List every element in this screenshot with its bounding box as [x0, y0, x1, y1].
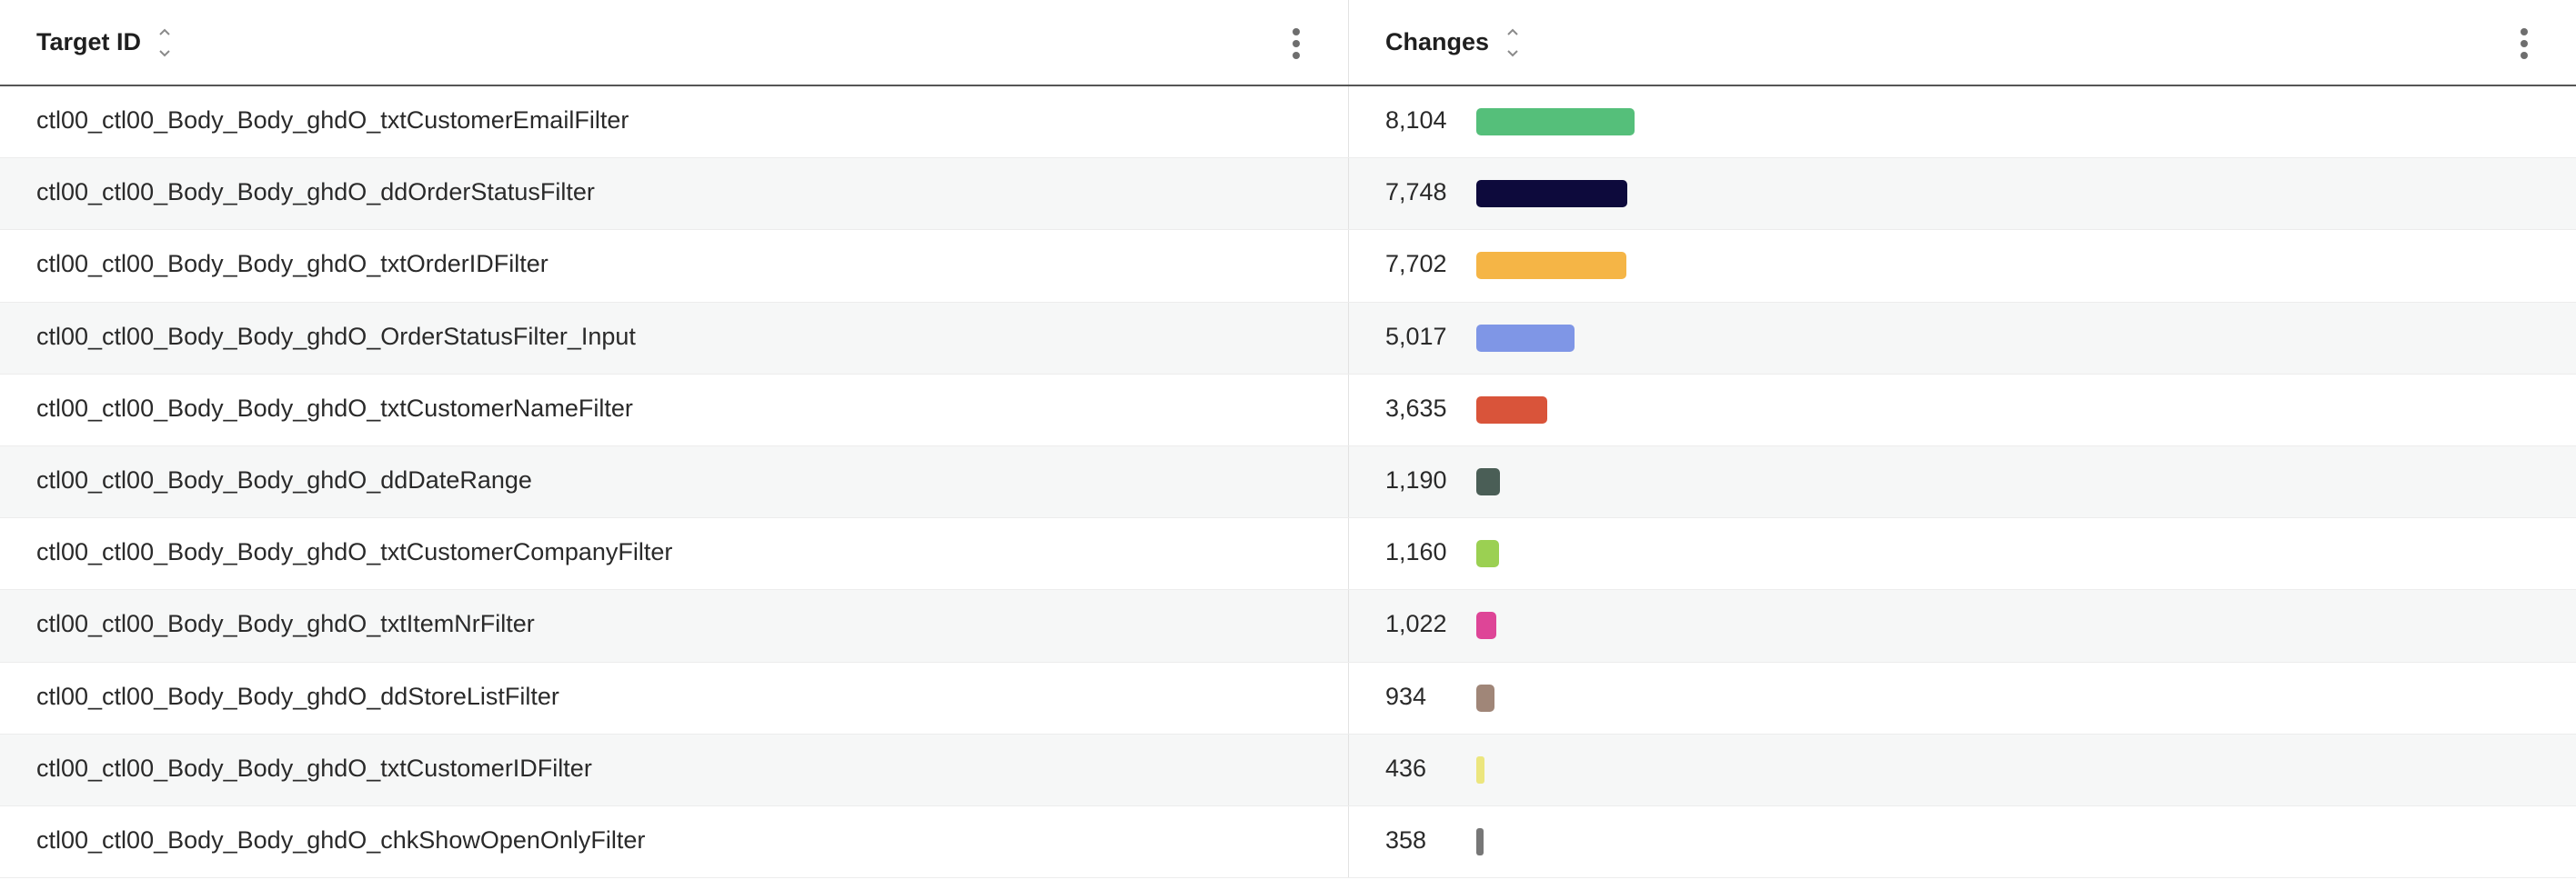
cell-target-id: ctl00_ctl00_Body_Body_ghdO_txtItemNrFilt… [0, 590, 1349, 662]
cell-target-id: ctl00_ctl00_Body_Body_ghdO_OrderStatusFi… [0, 302, 1349, 374]
cell-target-id: ctl00_ctl00_Body_Body_ghdO_chkShowOpenOn… [0, 805, 1349, 878]
changes-bar-track [1476, 827, 2386, 855]
column-header-changes[interactable]: Changes [1349, 0, 2576, 85]
cell-target-id: ctl00_ctl00_Body_Body_ghdO_txtOrderIDFil… [0, 230, 1349, 302]
changes-bar-track [1476, 755, 2386, 784]
cell-changes: 5,017 [1349, 303, 2576, 374]
changes-bar-track [1476, 684, 2386, 712]
grid-header: Target ID Changes [0, 0, 2576, 86]
changes-bar-track [1476, 612, 2386, 640]
changes-value: 1,190 [1385, 465, 1447, 494]
changes-bar-track [1476, 108, 2386, 135]
grid-body: ctl00_ctl00_Body_Body_ghdO_txtCustomerEm… [0, 86, 2576, 879]
cell-changes: 358 [1349, 806, 2576, 877]
cell-target-id: ctl00_ctl00_Body_Body_ghdO_txtCustomerEm… [0, 86, 1349, 158]
cell-changes: 7,748 [1349, 158, 2576, 229]
changes-bar [1476, 540, 1499, 568]
changes-bar-track [1476, 467, 2386, 495]
changes-bar-track [1476, 252, 2386, 280]
changes-value: 358 [1385, 825, 1427, 854]
table-row[interactable]: ctl00_ctl00_Body_Body_ghdO_txtCustomerNa… [0, 374, 2576, 446]
cell-changes: 8,104 [1349, 86, 2576, 157]
cell-changes: 7,702 [1349, 230, 2576, 301]
cell-changes: 1,022 [1349, 590, 2576, 661]
sort-icon[interactable] [157, 26, 172, 59]
table-row[interactable]: ctl00_ctl00_Body_Body_ghdO_txtCustomerCo… [0, 518, 2576, 591]
changes-value: 1,160 [1385, 538, 1447, 566]
changes-bar [1476, 324, 1575, 352]
changes-bar-track [1476, 180, 2386, 208]
cell-changes: 934 [1349, 663, 2576, 734]
changes-value: 7,702 [1385, 250, 1447, 278]
changes-bar [1476, 108, 1635, 135]
changes-value: 3,635 [1385, 394, 1447, 422]
changes-bar-track [1476, 395, 2386, 424]
changes-value: 5,017 [1385, 322, 1447, 350]
changes-bar-track [1476, 324, 2386, 352]
table-row[interactable]: ctl00_ctl00_Body_Body_ghdO_txtCustomerEm… [0, 86, 2576, 159]
changes-bar-track [1476, 540, 2386, 568]
changes-bar [1476, 180, 1627, 208]
kebab-menu-icon[interactable] [1292, 27, 1301, 60]
cell-target-id: ctl00_ctl00_Body_Body_ghdO_ddStoreListFi… [0, 662, 1349, 734]
column-header-target-id[interactable]: Target ID [0, 0, 1349, 85]
changes-bar [1476, 252, 1626, 280]
cell-changes: 1,190 [1349, 446, 2576, 517]
cell-changes: 436 [1349, 735, 2576, 805]
cell-changes: 3,635 [1349, 375, 2576, 445]
cell-target-id: ctl00_ctl00_Body_Body_ghdO_ddOrderStatus… [0, 158, 1349, 230]
changes-bar [1476, 827, 1484, 855]
cell-changes: 1,160 [1349, 518, 2576, 589]
changes-bar [1476, 684, 1494, 712]
table-row[interactable]: ctl00_ctl00_Body_Body_ghdO_ddOrderStatus… [0, 158, 2576, 231]
cell-target-id: ctl00_ctl00_Body_Body_ghdO_ddDateRange [0, 445, 1349, 518]
column-header-label: Changes [1385, 28, 1490, 55]
cell-target-id: ctl00_ctl00_Body_Body_ghdO_txtCustomerNa… [0, 374, 1349, 445]
changes-bar [1476, 612, 1496, 640]
cell-target-id: ctl00_ctl00_Body_Body_ghdO_txtCustomerID… [0, 734, 1349, 805]
kebab-menu-icon[interactable] [2520, 27, 2529, 60]
cell-target-id: ctl00_ctl00_Body_Body_ghdO_txtCustomerCo… [0, 518, 1349, 590]
changes-value: 7,748 [1385, 178, 1447, 206]
table-row[interactable]: ctl00_ctl00_Body_Body_ghdO_ddStoreListFi… [0, 662, 2576, 735]
changes-value: 8,104 [1385, 106, 1447, 134]
table-row[interactable]: ctl00_ctl00_Body_Body_ghdO_txtItemNrFilt… [0, 590, 2576, 663]
changes-value: 934 [1385, 682, 1427, 710]
table-row[interactable]: ctl00_ctl00_Body_Body_ghdO_OrderStatusFi… [0, 302, 2576, 375]
table-row[interactable]: ctl00_ctl00_Body_Body_ghdO_chkShowOpenOn… [0, 805, 2576, 879]
changes-bar [1476, 467, 1500, 495]
table-row[interactable]: ctl00_ctl00_Body_Body_ghdO_txtOrderIDFil… [0, 230, 2576, 303]
table-row[interactable]: ctl00_ctl00_Body_Body_ghdO_ddDateRange 1,… [0, 445, 2576, 519]
changes-bar [1476, 395, 1547, 424]
changes-value: 1,022 [1385, 610, 1447, 638]
sort-icon[interactable] [1505, 26, 1520, 59]
table-row[interactable]: ctl00_ctl00_Body_Body_ghdO_txtCustomerID… [0, 734, 2576, 806]
changes-bar [1476, 755, 1484, 784]
column-header-label: Target ID [36, 28, 142, 55]
changes-value: 436 [1385, 754, 1427, 782]
